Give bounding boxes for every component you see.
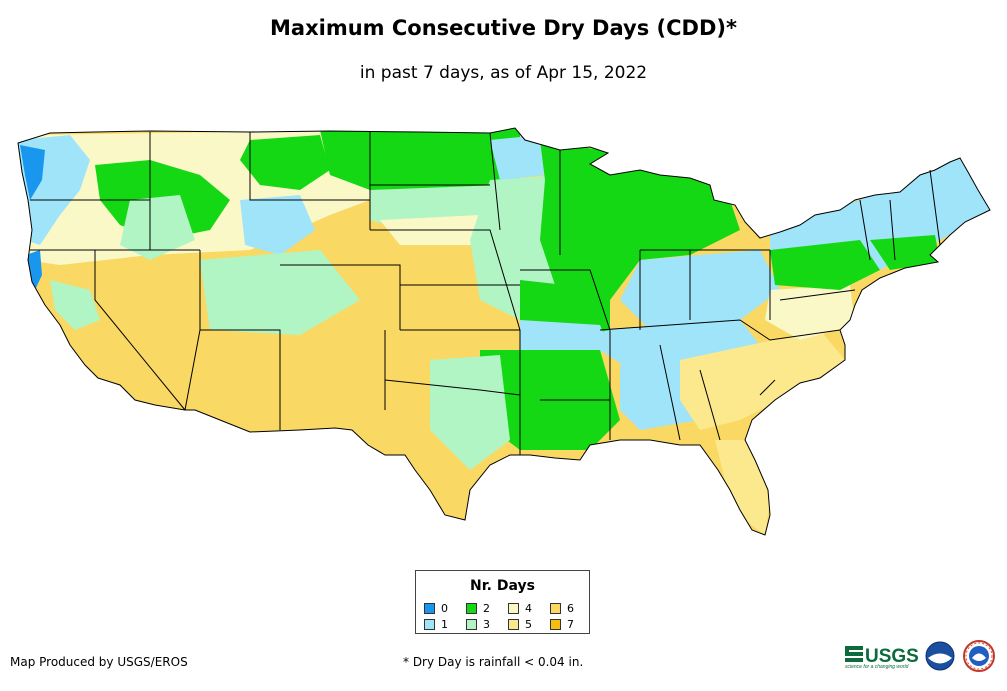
legend-item-5: 5 bbox=[508, 618, 532, 631]
region-penn-green bbox=[770, 240, 880, 290]
legend-swatch bbox=[508, 603, 519, 614]
region-minnesota-blue bbox=[490, 135, 545, 180]
region-great-lakes-green bbox=[540, 140, 740, 300]
legend: Nr. Days 0 1 2 3 4 5 6 7 bbox=[415, 570, 590, 634]
region-colorado-light bbox=[200, 250, 360, 335]
legend-swatch bbox=[466, 619, 477, 630]
state-borders bbox=[17, 127, 991, 536]
legend-swatch bbox=[550, 603, 561, 614]
nws-logo-icon bbox=[963, 640, 995, 672]
legend-item-2: 2 bbox=[466, 602, 490, 615]
legend-item-3: 3 bbox=[466, 618, 490, 631]
legend-label: 1 bbox=[441, 618, 448, 631]
region-wyoming-blue bbox=[240, 195, 315, 255]
legend-label: 6 bbox=[567, 602, 574, 615]
region-new-england-green bbox=[870, 235, 940, 270]
legend-swatch bbox=[466, 603, 477, 614]
legend-swatch bbox=[424, 619, 435, 630]
legend-item-0: 0 bbox=[424, 602, 448, 615]
map-credit: Map Produced by USGS/EROS bbox=[10, 655, 188, 669]
usgs-logo-tagline: science for a changing world bbox=[845, 664, 909, 670]
noaa-logo-icon bbox=[925, 641, 955, 671]
legend-label: 3 bbox=[483, 618, 490, 631]
region-southeast-pale bbox=[680, 330, 845, 430]
legend-item-6: 6 bbox=[550, 602, 574, 615]
region-florida-pale bbox=[715, 440, 770, 535]
region-idaho-light bbox=[120, 195, 195, 260]
usgs-logo: USGS science for a changing world bbox=[845, 646, 919, 670]
legend-item-4: 4 bbox=[508, 602, 532, 615]
region-sierra-light bbox=[50, 280, 100, 330]
legend-label: 7 bbox=[567, 618, 574, 631]
region-michigan-green bbox=[650, 190, 730, 250]
legend-label: 0 bbox=[441, 602, 448, 615]
map-subtitle: in past 7 days, as of Apr 15, 2022 bbox=[359, 63, 648, 83]
usgs-logo-text: USGS bbox=[865, 646, 919, 667]
legend-title: Nr. Days bbox=[470, 578, 535, 594]
legend-swatch bbox=[424, 603, 435, 614]
legend-swatch bbox=[550, 619, 561, 630]
region-ohio-blue bbox=[620, 250, 780, 330]
legend-item-1: 1 bbox=[424, 618, 448, 631]
legend-swatch bbox=[508, 619, 519, 630]
region-northeast-blue bbox=[770, 155, 990, 270]
region-texas-east-light bbox=[430, 355, 510, 470]
legend-item-7: 7 bbox=[550, 618, 574, 631]
dry-day-footnote: * Dry Day is rainfall < 0.04 in. bbox=[403, 655, 584, 669]
conus-cdd-map bbox=[17, 127, 991, 536]
map-title: Maximum Consecutive Dry Days (CDD)* bbox=[270, 16, 737, 40]
legend-label: 2 bbox=[483, 602, 490, 615]
region-montana-green bbox=[240, 135, 330, 190]
region-pacific-coast-blue bbox=[20, 145, 45, 200]
legend-label: 4 bbox=[525, 602, 532, 615]
legend-label: 5 bbox=[525, 618, 532, 631]
